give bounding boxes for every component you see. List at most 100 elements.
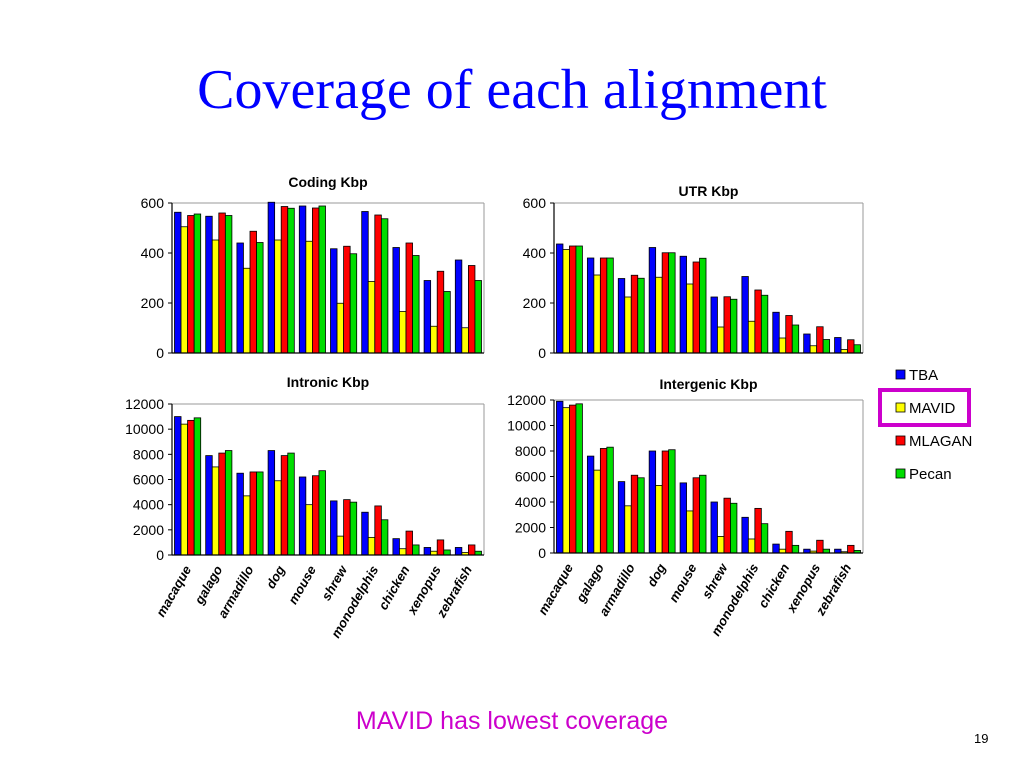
bar-mavid-xenopus (430, 325, 438, 354)
bar-pecan-chicken (791, 324, 800, 354)
bar-mlagan-xenopus (436, 270, 445, 354)
bar-tba-macaque (174, 416, 182, 556)
bar-pecan-dog (668, 449, 676, 554)
bar-mavid-dog (655, 485, 663, 554)
bar-mavid-armadillo (243, 267, 251, 354)
x-tick-label-mouse: mouse (285, 563, 319, 607)
chart-title: Intergenic Kbp (659, 376, 757, 392)
x-tick-label-galago: galago (191, 563, 225, 608)
y-tick-label: 6000 (133, 472, 164, 488)
bar-tba-chicken (772, 311, 780, 354)
bar-mavid-armadillo (243, 495, 251, 556)
bar-mlagan-mouse (692, 477, 700, 554)
bar-tba-armadillo (617, 278, 626, 354)
bar-mlagan-macaque (187, 419, 195, 556)
bar-mlagan-armadillo (630, 274, 639, 354)
bar-pecan-xenopus (443, 291, 451, 354)
bar-mlagan-xenopus (816, 326, 824, 354)
y-tick-label: 10000 (507, 418, 546, 434)
bar-mavid-armadillo (624, 505, 632, 554)
y-tick-label: 12000 (125, 396, 164, 412)
bar-mavid-galago (211, 466, 220, 556)
bar-pecan-monodelphis (760, 294, 769, 354)
bar-mlagan-armadillo (249, 230, 257, 354)
bar-tba-galago (586, 455, 595, 554)
bar-pecan-galago (224, 450, 233, 556)
bar-mavid-mouse (305, 240, 313, 354)
bar-mavid-galago (211, 239, 220, 354)
bar-tba-dog (648, 450, 657, 554)
bar-pecan-mouse (318, 205, 326, 354)
bar-mlagan-macaque (569, 404, 577, 554)
bar-tba-chicken (772, 543, 780, 554)
bar-mlagan-galago (218, 212, 226, 354)
bar-tba-xenopus (803, 333, 811, 354)
bar-mavid-shrew (717, 326, 725, 354)
bar-mavid-monodelphis (367, 281, 376, 354)
bar-tba-armadillo (236, 242, 244, 354)
bar-mlagan-xenopus (816, 539, 824, 554)
bar-tba-shrew (710, 501, 718, 554)
y-tick-label: 8000 (133, 446, 164, 462)
bar-pecan-xenopus (443, 549, 451, 556)
y-tick-label: 4000 (515, 494, 546, 510)
x-tick-label-shrew: shrew (318, 562, 350, 603)
bar-pecan-monodelphis (760, 523, 769, 554)
bar-tba-macaque (556, 243, 564, 354)
bar-tba-dog (648, 247, 657, 354)
bar-mavid-macaque (562, 249, 570, 354)
chart-intronic: Intronic Kbp 0 2000 4000 6000 8000 10000 12000 m… (125, 374, 485, 641)
bar-tba-mouse (679, 482, 687, 554)
bar-mlagan-zebrafish (847, 544, 855, 554)
bar-pecan-galago (606, 257, 614, 354)
bar-pecan-galago (224, 215, 233, 354)
bar-pecan-mouse (318, 470, 326, 556)
bar-tba-galago (205, 455, 213, 556)
bar-mlagan-monodelphis (754, 289, 762, 354)
bar-mlagan-chicken (785, 530, 793, 554)
bar-pecan-macaque (193, 417, 202, 556)
chart-title: Coding Kbp (288, 174, 367, 190)
bar-mavid-chicken (399, 311, 407, 354)
chart-title: UTR Kbp (679, 183, 739, 199)
y-tick-label: 600 (141, 195, 165, 211)
x-tick-label-macaque: macaque (153, 563, 194, 619)
y-tick-label: 8000 (515, 443, 546, 459)
x-tick-label-mouse: mouse (666, 561, 700, 605)
bar-pecan-chicken (412, 544, 420, 556)
legend-swatch-tba (895, 369, 906, 380)
bar-mavid-monodelphis (747, 320, 756, 354)
bar-mlagan-zebrafish (467, 265, 476, 354)
y-tick-label: 4000 (133, 497, 164, 513)
bar-mavid-shrew (336, 535, 345, 556)
bar-pecan-dog (287, 452, 295, 556)
legend-swatch-pecan (895, 468, 906, 479)
bar-mavid-shrew (336, 302, 345, 354)
y-tick-label: 0 (156, 547, 164, 563)
bar-mavid-dog (274, 480, 282, 556)
bar-mlagan-dog (661, 450, 670, 554)
bar-mlagan-zebrafish (847, 339, 855, 354)
legend-highlight-box (878, 388, 971, 427)
bar-tba-dog (267, 201, 276, 354)
y-tick-label: 200 (523, 295, 547, 311)
bar-pecan-armadillo (256, 242, 264, 354)
bar-tba-galago (205, 215, 213, 354)
bar-mlagan-monodelphis (374, 214, 382, 354)
x-tick-label-macaque: macaque (535, 561, 576, 617)
bar-mavid-mouse (686, 283, 694, 354)
caption: MAVID has lowest coverage (355, 707, 669, 735)
bar-tba-dog (267, 450, 276, 556)
bar-mavid-dog (655, 276, 663, 354)
bar-pecan-macaque (575, 403, 583, 554)
bar-mlagan-shrew (343, 245, 351, 354)
bar-mavid-zebrafish (461, 327, 469, 354)
bar-mlagan-chicken (405, 242, 413, 354)
bar-mlagan-dog (280, 455, 289, 556)
bar-pecan-monodelphis (380, 519, 389, 556)
bar-tba-monodelphis (361, 211, 369, 354)
bar-mlagan-monodelphis (374, 505, 382, 556)
bar-tba-mouse (298, 476, 307, 556)
x-tick-label-shrew: shrew (699, 560, 731, 601)
bar-pecan-dog (287, 207, 295, 354)
